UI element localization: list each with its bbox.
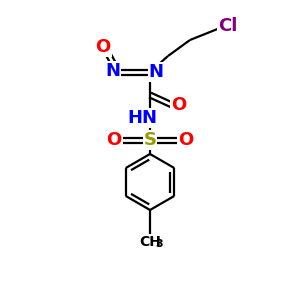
Text: 3: 3 bbox=[155, 239, 163, 249]
Text: O: O bbox=[171, 96, 187, 114]
Text: Cl: Cl bbox=[218, 17, 238, 35]
Text: CH: CH bbox=[139, 235, 161, 249]
Text: O: O bbox=[106, 131, 122, 149]
Text: S: S bbox=[143, 131, 157, 149]
Text: HN: HN bbox=[127, 109, 157, 127]
Text: O: O bbox=[95, 38, 111, 56]
Text: N: N bbox=[106, 62, 121, 80]
Text: N: N bbox=[148, 63, 164, 81]
Text: O: O bbox=[178, 131, 194, 149]
